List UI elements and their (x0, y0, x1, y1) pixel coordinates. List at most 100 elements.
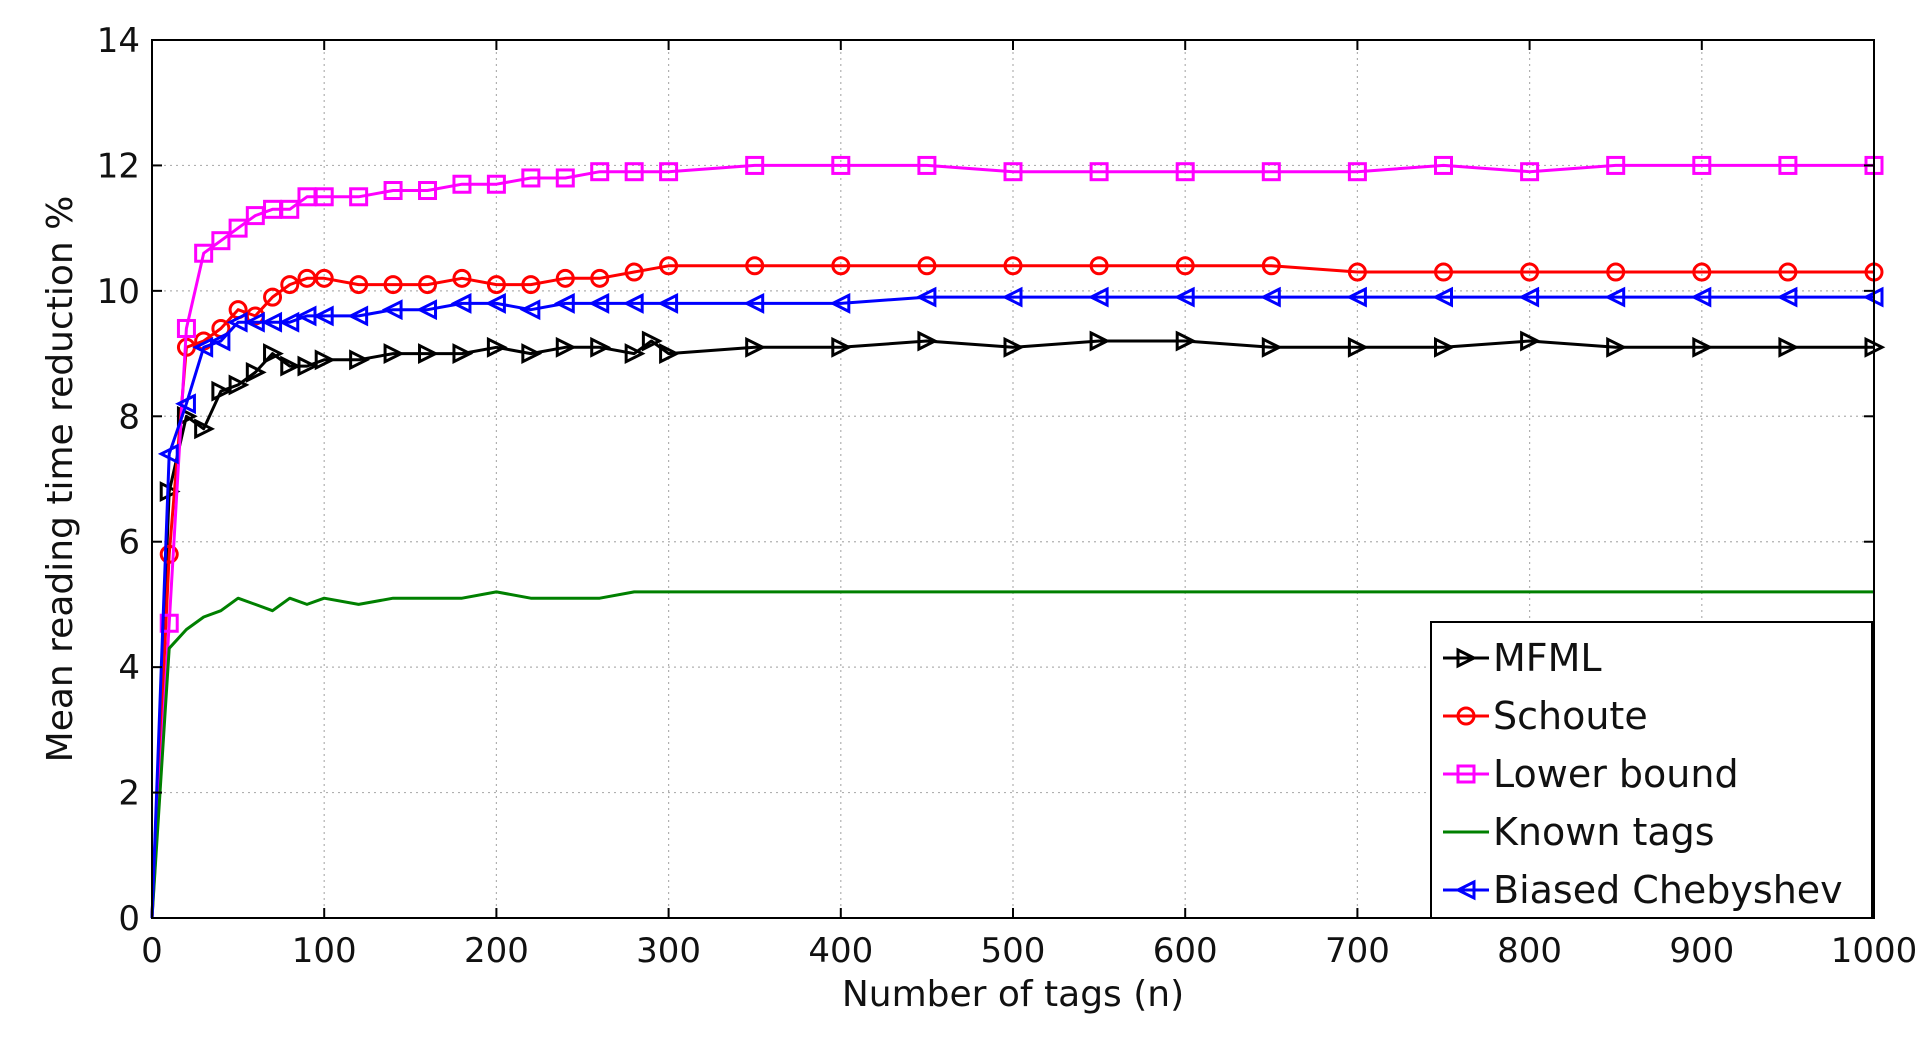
data-point (1778, 336, 1800, 358)
data-point (1003, 162, 1023, 182)
data-point (1089, 330, 1111, 352)
data-point (590, 162, 610, 182)
data-point (1434, 336, 1455, 358)
data-point (1259, 286, 1281, 308)
legend-item-biased-chebyshev: Biased Chebyshev (1443, 868, 1843, 912)
data-point (915, 286, 937, 308)
x-tick-label: 900 (1669, 931, 1734, 971)
data-point (1692, 262, 1712, 282)
data-point (1175, 256, 1195, 276)
data-point (1606, 155, 1626, 175)
axis-ticks: 0 100 200 300 400 500 600 700 800 900 1000 0 2 4 6 8 10 1… (97, 21, 1918, 971)
y-tick-label: 8 (118, 397, 140, 437)
data-point (159, 613, 179, 633)
data-point (418, 343, 439, 364)
data-point (1003, 336, 1025, 358)
data-point (622, 292, 644, 314)
series-line-known-tags (150, 590, 1874, 919)
data-point (1518, 286, 1540, 308)
data-point (555, 336, 577, 358)
data-point (486, 275, 506, 295)
data-point (245, 361, 267, 383)
data-point (831, 256, 851, 276)
x-tick-label: 700 (1325, 931, 1390, 971)
data-point (211, 231, 231, 251)
data-point (590, 268, 610, 288)
data-point (1261, 162, 1281, 182)
data-point (1087, 286, 1109, 308)
series-line-schoute (150, 264, 1874, 919)
data-point (745, 256, 765, 276)
data-point (553, 292, 575, 314)
data-point (1261, 336, 1283, 358)
data-point (263, 287, 283, 307)
data-point (450, 292, 472, 314)
data-point (278, 311, 300, 333)
data-point (452, 268, 472, 288)
data-point (486, 336, 508, 358)
data-point (657, 292, 679, 314)
y-tick-label: 2 (118, 774, 140, 814)
data-point (314, 268, 334, 288)
data-point (1456, 764, 1476, 784)
legend: MFML Schoute Lower bound Known tags Biased C… (1430, 621, 1873, 919)
data-point (485, 292, 506, 314)
x-tick-label: 100 (292, 931, 357, 971)
data-point (521, 275, 541, 295)
x-tick-label: 200 (464, 931, 529, 971)
data-point (1778, 262, 1798, 282)
series-line-lower-bound (150, 163, 1874, 919)
data-point (228, 374, 250, 396)
data-point (1347, 336, 1369, 358)
data-point (228, 218, 248, 238)
data-point (381, 299, 403, 321)
data-point (917, 330, 939, 352)
legend-label: Biased Chebyshev (1493, 868, 1843, 912)
data-point (659, 256, 679, 276)
data-point (1456, 647, 1478, 669)
series-mfml (150, 330, 1886, 919)
x-tick-label: 300 (636, 931, 701, 971)
y-tick-label: 4 (118, 648, 140, 688)
data-point (1776, 286, 1798, 308)
data-point (1434, 262, 1453, 282)
data-point (917, 155, 937, 175)
data-point (159, 544, 179, 564)
data-point (211, 380, 233, 402)
data-point (590, 336, 612, 358)
data-point (314, 349, 336, 371)
data-point (588, 292, 610, 314)
data-point (555, 268, 575, 288)
data-point (555, 168, 575, 188)
data-point (1432, 286, 1453, 308)
series-lower-bound (150, 155, 1884, 919)
data-point (347, 305, 369, 327)
x-tick-label: 500 (981, 931, 1046, 971)
data-point (383, 275, 403, 295)
data-point (280, 199, 300, 219)
legend-item-lower-bound: Lower bound (1443, 752, 1739, 796)
data-point (745, 155, 765, 175)
legend-item-mfml: MFML (1443, 636, 1602, 680)
data-point (624, 343, 646, 364)
data-point (641, 330, 663, 352)
legend-item-known-tags: Known tags (1443, 810, 1715, 854)
data-point (1347, 262, 1367, 282)
data-point (659, 343, 680, 364)
y-tick-label: 10 (97, 272, 140, 312)
data-point (745, 336, 767, 358)
series-biased-chebyshev (150, 286, 1884, 919)
x-tick-label: 800 (1497, 931, 1562, 971)
data-point (418, 275, 438, 295)
data-point (383, 181, 403, 201)
data-point (1173, 286, 1195, 308)
data-point (1692, 155, 1712, 175)
data-point (280, 275, 300, 295)
data-point (418, 181, 438, 201)
data-point (1604, 286, 1626, 308)
data-point (743, 292, 765, 314)
data-point (157, 443, 179, 465)
data-point (917, 256, 937, 276)
data-point (452, 174, 472, 194)
data-point (624, 262, 644, 282)
